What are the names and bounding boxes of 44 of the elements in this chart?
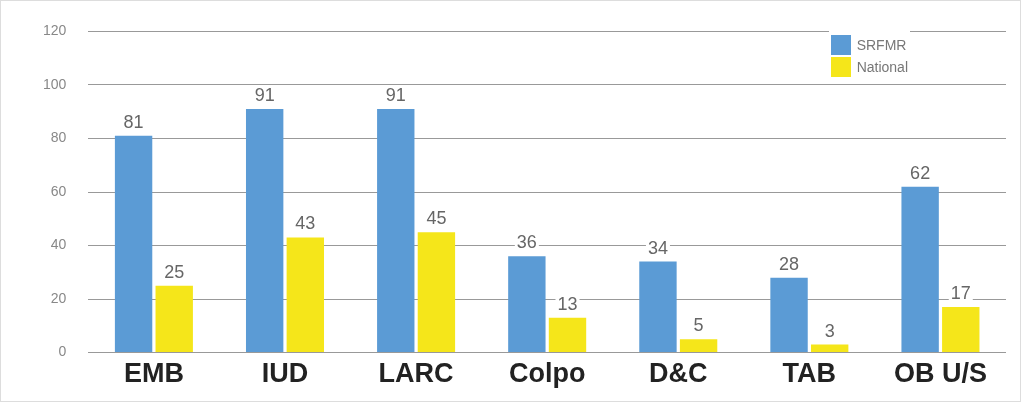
data-label: 25: [164, 261, 185, 282]
bar: [286, 237, 325, 353]
data-label: 81: [123, 111, 144, 132]
bar: [417, 232, 456, 353]
bar: [508, 256, 546, 353]
legend-label: National: [856, 59, 908, 75]
data-label: 91: [385, 84, 406, 105]
bar: [639, 261, 677, 353]
bar: [548, 317, 587, 353]
bar: [114, 135, 153, 353]
y-tick-label: 80: [50, 129, 67, 146]
x-tick-label: IUD: [261, 358, 309, 389]
bar: [155, 285, 193, 353]
legend-label: SRFMR: [856, 37, 907, 53]
bar: [770, 277, 808, 353]
y-tick-label: 60: [50, 182, 67, 199]
x-tick-label: OB U/S: [893, 358, 987, 389]
bar: [377, 109, 415, 353]
data-label: 13: [557, 293, 578, 314]
data-label: 36: [516, 232, 537, 253]
bar: [810, 344, 849, 353]
y-tick-label: 120: [43, 22, 67, 39]
x-tick-label: LARC: [378, 358, 454, 389]
data-label: 5: [693, 315, 704, 336]
data-label: 43: [295, 213, 316, 234]
data-label: 91: [254, 84, 275, 105]
bar: [245, 109, 284, 353]
x-tick-label: TAB: [782, 358, 837, 389]
y-tick-label: 20: [50, 289, 67, 306]
data-label: 17: [950, 283, 971, 304]
x-tick-label: Colpo: [508, 358, 586, 389]
data-label: 28: [779, 253, 800, 274]
data-label: 62: [910, 162, 931, 183]
data-label: 3: [824, 320, 835, 341]
bar: [679, 339, 718, 353]
x-tick-label: D&C: [649, 358, 708, 389]
x-tick-label: EMB: [123, 358, 184, 389]
y-tick-label: 40: [50, 236, 67, 253]
data-label: 45: [426, 208, 447, 229]
data-label: 34: [647, 237, 668, 258]
y-tick-label: 100: [43, 75, 67, 92]
bar: [901, 186, 939, 353]
bar: [942, 307, 980, 353]
y-tick-label: 0: [58, 343, 67, 360]
